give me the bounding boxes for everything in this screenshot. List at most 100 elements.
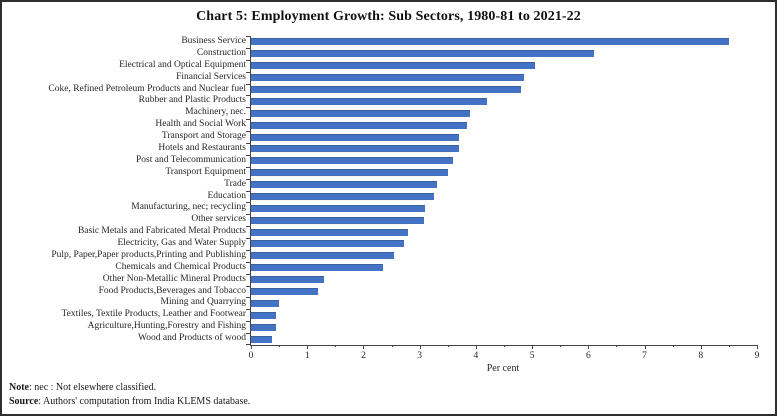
x-axis-minor-tick — [560, 345, 562, 347]
category-label: Pulp, Paper,Paper products,Printing and … — [51, 249, 246, 260]
x-axis-minor-tick — [335, 345, 337, 347]
bar — [251, 276, 325, 284]
bar — [251, 50, 594, 58]
bar — [251, 169, 448, 177]
y-axis-tick — [246, 178, 250, 180]
y-axis-tick — [246, 71, 250, 73]
x-tick-label: 5 — [529, 351, 535, 361]
bar — [251, 133, 460, 141]
bar — [251, 109, 471, 117]
bar — [251, 85, 521, 93]
category-label: Business Service — [181, 36, 246, 46]
plot-area: 0 1 2 3 4 5 6 7 8 9 — [246, 36, 759, 361]
category-label: Construction — [196, 47, 246, 58]
bar — [251, 240, 404, 248]
category-label: Other services — [191, 214, 246, 225]
bar — [251, 181, 437, 189]
y-axis-tick — [246, 333, 250, 335]
category-axis: Business Service Construction Electrical a… — [6, 36, 246, 345]
y-axis-tick — [246, 131, 250, 133]
category-label: Machinery, nec. — [185, 107, 246, 118]
category-label: Transport Equipment — [165, 166, 246, 177]
y-axis-tick — [246, 226, 250, 228]
y-axis-tick — [246, 95, 250, 97]
category-label: Food Products,Beverages and Tobacco — [98, 285, 246, 296]
category-label: Hotels and Restaurants — [158, 142, 246, 153]
bar — [251, 97, 488, 105]
y-axis-tick — [246, 344, 250, 345]
source-line: Source: Authors' computation from India … — [9, 395, 768, 409]
x-axis-label: Per cent — [486, 363, 520, 374]
x-tick-label: 4 — [473, 351, 479, 361]
category-label: Electrical and Optical Equipment — [119, 59, 246, 70]
y-axis-tick — [246, 47, 250, 49]
y-axis-tick — [246, 202, 250, 204]
category-label: Electricity, Gas and Water Supply — [117, 238, 246, 249]
x-axis-minor-tick — [616, 345, 618, 347]
x-axis-tick — [307, 345, 309, 349]
category-label: Mining and Quarrying — [160, 297, 247, 308]
x-axis-minor-tick — [672, 345, 674, 347]
footnotes: Note: nec : Not elsewhere classified. So… — [9, 381, 768, 409]
x-tick-label: 8 — [698, 351, 704, 361]
bar — [251, 38, 729, 46]
y-axis-tick — [246, 321, 250, 323]
x-axis-minor-tick — [391, 345, 393, 347]
x-tick-label: 0 — [248, 351, 254, 361]
x-axis-tick — [700, 345, 702, 349]
x-axis-minor-tick — [728, 345, 730, 347]
y-axis-tick — [246, 285, 250, 287]
y-axis-tick — [246, 297, 250, 299]
y-axis-tick — [246, 249, 250, 251]
bar — [251, 62, 535, 70]
y-axis-tick — [246, 59, 250, 61]
note-line: Note: nec : Not elsewhere classified. — [9, 381, 768, 395]
x-tick-label: 9 — [754, 351, 760, 361]
category-label: Education — [207, 190, 246, 201]
bar — [251, 157, 454, 165]
y-axis-tick — [246, 261, 250, 263]
x-axis-tick — [475, 345, 477, 349]
x-axis-tick — [363, 345, 365, 349]
y-axis-tick — [246, 238, 250, 240]
bar — [251, 264, 384, 272]
x-axis-tick — [757, 345, 758, 349]
category-label: Coke, Refined Petroleum Products and Nuc… — [48, 83, 246, 94]
source-text: : Authors' computation from India KLEMS … — [38, 396, 251, 407]
note-text: : nec : Not elsewhere classified. — [29, 382, 157, 393]
bar — [251, 228, 409, 236]
category-label: Trade — [224, 178, 246, 189]
y-axis-tick — [246, 107, 250, 109]
x-tick-label: 6 — [585, 351, 591, 361]
category-label: Post and Telecommunication — [136, 154, 246, 165]
bar — [251, 145, 460, 153]
x-axis-tick — [588, 345, 590, 349]
y-axis-tick — [246, 154, 250, 156]
bar — [251, 216, 425, 224]
y-axis-tick — [246, 142, 250, 144]
category-label: Textiles, Textile Products, Leather and … — [61, 309, 247, 320]
category-label: Agriculture,Hunting,Forestry and Fishing — [87, 321, 246, 332]
category-label: Chemicals and Chemical Products — [115, 261, 246, 272]
x-axis-minor-tick — [447, 345, 449, 347]
y-axis-tick — [246, 214, 250, 216]
y-axis-tick — [246, 119, 250, 121]
category-label: Health and Social Work — [155, 119, 246, 130]
bar — [251, 288, 319, 296]
category-label: Financial Services — [176, 71, 246, 82]
x-axis-minor-tick — [279, 345, 281, 347]
category-label: Transport and Storage — [161, 131, 246, 142]
y-axis-tick — [246, 36, 250, 37]
x-axis-tick — [644, 345, 646, 349]
x-tick-label: 7 — [642, 351, 647, 361]
x-tick-label: 1 — [304, 351, 310, 361]
category-label: Rubber and Plastic Products — [138, 95, 246, 106]
x-axis-tick — [419, 345, 421, 349]
x-tick-label: 2 — [361, 351, 366, 361]
bar — [251, 299, 280, 307]
bar — [251, 74, 524, 82]
category-label: Other Non-Metallic Mineral Products — [102, 273, 246, 284]
x-axis-minor-tick — [504, 345, 505, 347]
x-axis-tick — [532, 345, 534, 349]
